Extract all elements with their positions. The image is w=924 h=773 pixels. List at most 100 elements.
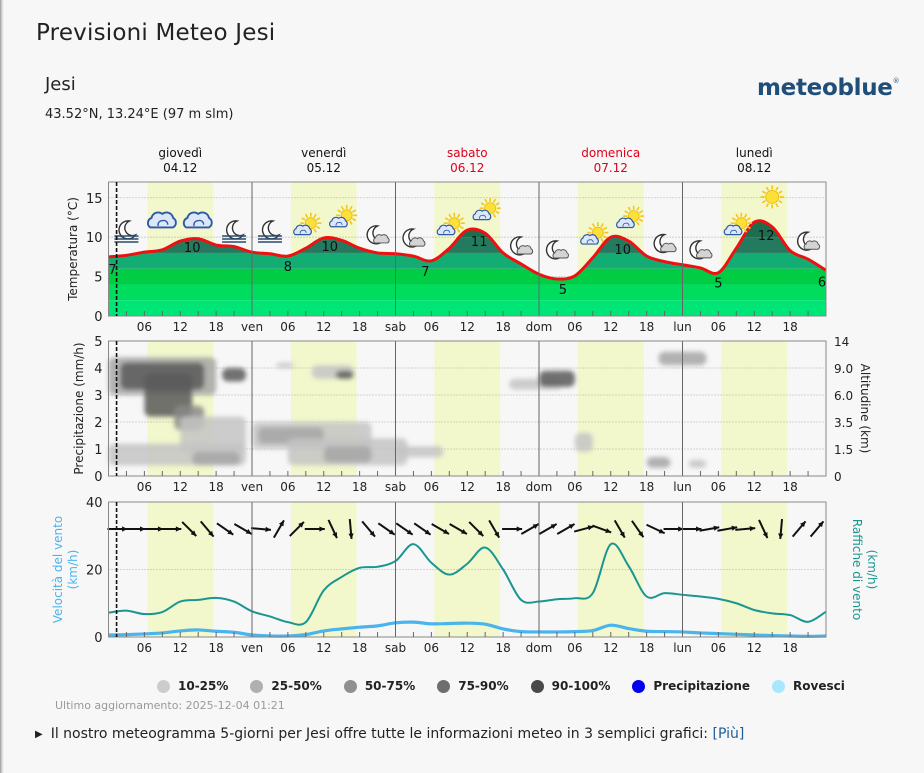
legend-dot-icon [437, 679, 451, 693]
hour-label: 18 [495, 480, 510, 494]
temperature-label: 6 [818, 275, 826, 290]
wind-direction-arrow [348, 518, 354, 540]
day-short-label: dom [526, 641, 553, 655]
hour-label: 06 [280, 641, 295, 655]
cloud-cell [180, 416, 247, 452]
night-cloud-icon [797, 231, 821, 251]
cloud-shape [660, 242, 677, 253]
hour-label: 12 [316, 320, 331, 334]
partly-sunny-icon [329, 204, 358, 228]
temperature-label: 10 [321, 240, 338, 255]
wind-direction-arrow [646, 523, 666, 535]
location-coordinates: 43.52°N, 13.24°E (97 m slm) [45, 107, 234, 122]
night-cloud-icon [366, 225, 390, 245]
day-date-4: 08.12 [737, 161, 771, 175]
gust-line [108, 542, 827, 626]
wind-direction-arrow [181, 521, 197, 537]
meteoblue-logo[interactable]: meteoblue® [757, 75, 900, 101]
day-date-2: 06.12 [450, 161, 484, 175]
fog-night-icon [222, 220, 247, 243]
wind-direction-arrow [663, 526, 684, 532]
precip-ytick-label: 0 [94, 470, 102, 485]
wind-ytick-label: 0 [94, 631, 102, 646]
hour-label: 06 [711, 320, 726, 334]
wind-direction-arrow [250, 526, 272, 533]
moon-shape [118, 220, 138, 240]
wind-speed-line [108, 620, 827, 638]
info-paragraph: ▶ Il nostro meteogramma 5-giorni per Jesi… [35, 726, 744, 742]
night-cloud-icon [689, 240, 713, 260]
wind-direction-arrow [488, 519, 501, 539]
hour-label: 18 [352, 480, 367, 494]
more-link[interactable]: [Più] [712, 726, 745, 742]
wind-direction-arrow [778, 518, 784, 540]
gust-axis-label: Raffiche di vento(km/h) [850, 519, 879, 620]
wind-direction-arrow [143, 526, 164, 532]
wind-direction-arrow [199, 520, 215, 538]
legend-item: 25-50% [250, 679, 322, 693]
temperature-line [108, 219, 827, 281]
day-short-label: lun [673, 480, 692, 494]
day-name-1: venerdì [301, 146, 346, 160]
hour-label: 06 [424, 320, 439, 334]
cloud-cell [539, 370, 575, 387]
cloud-shape [580, 234, 599, 245]
moon-shape [226, 220, 246, 240]
cloud-cell [144, 373, 193, 417]
temp-ytick-label: 5 [94, 271, 102, 286]
day-name-3: domenica [581, 146, 640, 160]
page-title: Previsioni Meteo Jesi [36, 20, 276, 46]
legend-dot-icon [250, 679, 264, 693]
hour-label: 06 [137, 641, 152, 655]
hour-label: 18 [639, 641, 654, 655]
wind-direction-arrow [304, 526, 325, 532]
wind-ytick-label: 40 [86, 496, 103, 511]
fog-night-icon [114, 220, 139, 243]
cloud-cell [688, 459, 707, 468]
temperature-label: 10 [614, 243, 631, 258]
hour-label: 18 [495, 641, 510, 655]
logo-text: meteoblue [757, 75, 893, 101]
night-cloud-icon [510, 236, 534, 256]
altitude-ytick-label: 1.5 [834, 443, 853, 457]
legend-item: Rovesci [772, 679, 845, 693]
precip-ytick-label: 3 [94, 389, 102, 404]
cloud-cell [323, 446, 372, 463]
hour-label: 06 [280, 480, 295, 494]
hour-label: 12 [603, 641, 618, 655]
hour-label: 18 [782, 641, 797, 655]
legend-item: Precipitazione [632, 679, 750, 693]
temp-ytick-label: 15 [86, 192, 103, 207]
window-edge-shadow [0, 0, 4, 773]
legend-label: Rovesci [793, 679, 845, 693]
temperature-label: 5 [559, 283, 567, 298]
daylight-band [721, 341, 788, 476]
temperature-label: 7 [421, 265, 429, 280]
wind-direction-arrow [107, 526, 128, 532]
location-name: Jesi [45, 74, 76, 95]
hour-label: 06 [711, 480, 726, 494]
hour-label: 12 [603, 480, 618, 494]
wind-direction-arrow [233, 523, 253, 535]
hour-label: 06 [567, 320, 582, 334]
cloud-shape [182, 211, 213, 229]
wind-direction-arrow [327, 519, 338, 539]
wind-direction-arrow [413, 522, 432, 536]
wind-direction-arrow [216, 522, 234, 536]
hour-label: 12 [747, 480, 762, 494]
wind-direction-arrow [613, 519, 626, 539]
wind-direction-arrow [449, 523, 468, 535]
wind-direction-arrow [699, 525, 720, 532]
wind-ytick-label: 20 [86, 564, 103, 579]
legend-dot-icon [530, 679, 544, 693]
wind-direction-arrow [273, 519, 285, 539]
day-short-label: ven [241, 480, 263, 494]
cloud-shape [695, 249, 713, 259]
wind-direction-arrow [592, 524, 612, 534]
cloud-cell [395, 446, 444, 458]
logo-registered-mark: ® [892, 77, 900, 85]
altitude-ytick-label: 3.5 [834, 416, 853, 430]
day-short-label: ven [241, 641, 263, 655]
hour-label: 18 [782, 480, 797, 494]
